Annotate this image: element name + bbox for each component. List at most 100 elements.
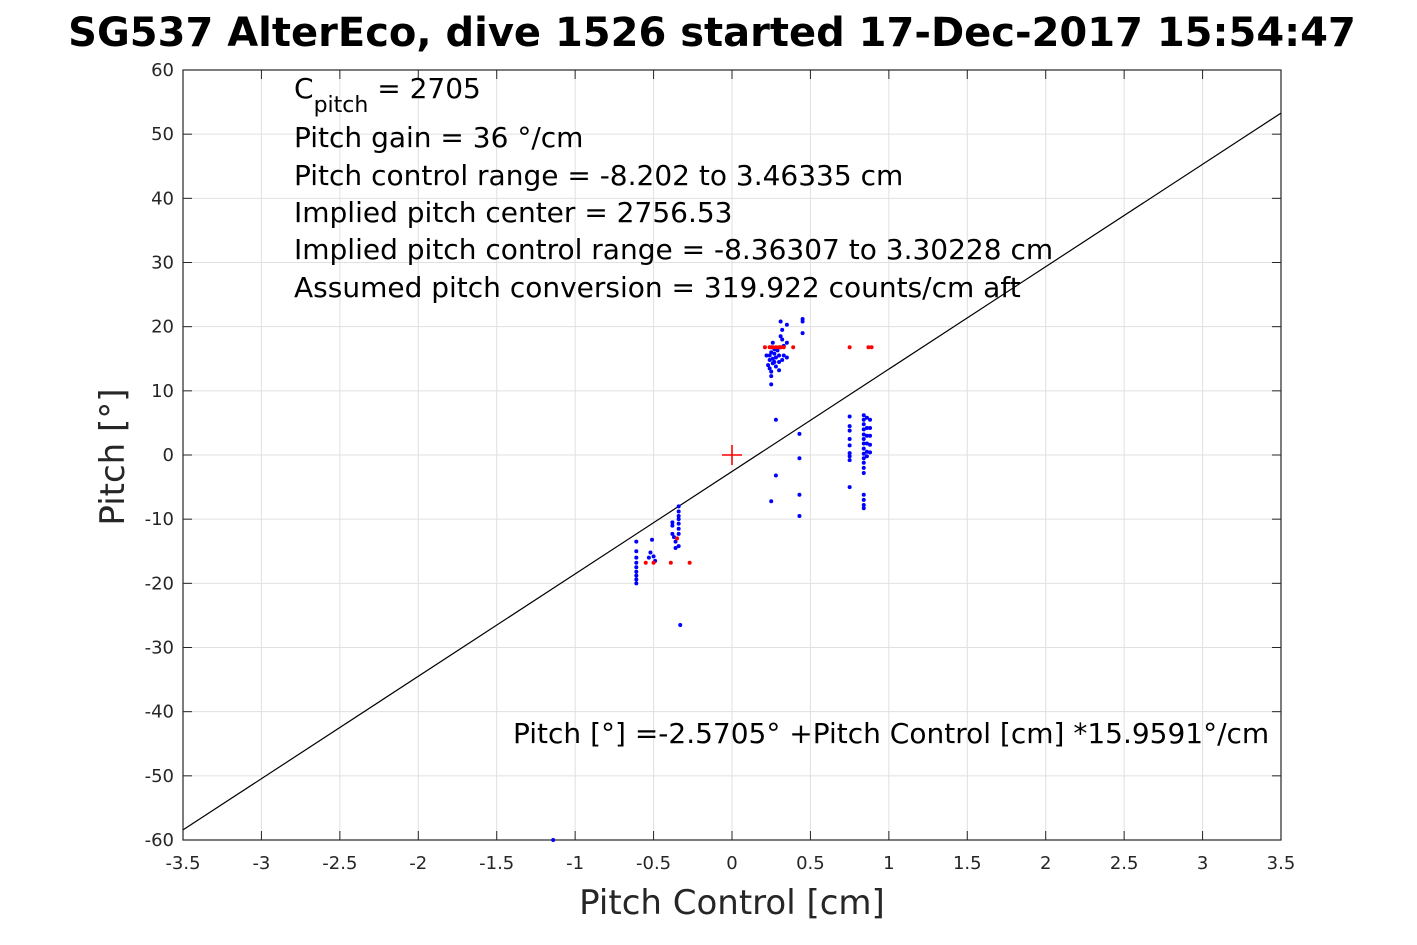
data-point-blue (773, 473, 778, 478)
x-tick-label: -3 (252, 853, 270, 874)
data-point-blue (797, 492, 802, 497)
data-point-blue (670, 520, 675, 525)
data-point-blue (767, 366, 772, 371)
data-point-blue (861, 460, 866, 465)
data-point-blue (634, 569, 639, 574)
data-point-blue (847, 443, 852, 448)
data-point-blue (778, 334, 783, 339)
x-tick-label: 3 (1197, 853, 1208, 874)
x-axis-ticks: -3.5 -3 -2.5 -2 -1.5 -1 -0.5 0 0.5 1 1.5 2 2.5 3 3.5 (165, 70, 1295, 874)
data-point-blue (800, 331, 805, 336)
c-pitch-value: = 2705 (368, 72, 481, 105)
data-point-blue (864, 415, 869, 420)
x-tick-label: -1.5 (479, 853, 514, 874)
data-point-blue (777, 353, 782, 358)
data-point-blue (861, 413, 866, 418)
y-tick-label: 60 (151, 60, 174, 81)
data-point-blue (671, 535, 676, 540)
y-tick-label: -10 (145, 509, 174, 530)
center-plus-marker (722, 445, 742, 465)
data-point-blue (868, 417, 873, 422)
data-point-blue (634, 539, 639, 544)
data-point-red (770, 345, 775, 350)
data-point-blue (676, 544, 681, 549)
data-point-blue (769, 499, 774, 504)
annotation-line: Pitch gain = 36 °/cm (294, 121, 583, 154)
data-point-blue (781, 353, 786, 358)
fit-equation: Pitch [°] =-2.5705° +Pitch Control [cm] … (513, 717, 1269, 750)
data-point-blue (648, 550, 653, 555)
data-point-blue (772, 351, 777, 356)
data-point-blue (634, 573, 639, 578)
data-point-blue (780, 337, 785, 342)
data-point-blue (864, 433, 869, 438)
c-pitch-symbol: C (294, 72, 314, 105)
data-point-blue (634, 560, 639, 565)
data-point-blue (772, 359, 777, 364)
data-point-red (651, 560, 656, 565)
data-point-blue (784, 340, 789, 345)
data-point-blue (764, 353, 769, 358)
data-point-blue (634, 549, 639, 554)
data-point-red (778, 345, 783, 350)
y-tick-label: -20 (145, 573, 174, 594)
data-point-blue (676, 509, 681, 514)
data-point-blue (676, 513, 681, 518)
data-point-red (687, 560, 692, 565)
data-point-red (773, 345, 778, 350)
data-point-blue (773, 364, 778, 369)
x-tick-label: 1.5 (953, 853, 982, 874)
data-point-blue (770, 340, 775, 345)
data-point-blue (769, 374, 774, 379)
data-point-blue (634, 555, 639, 560)
data-point-red (675, 536, 680, 541)
data-point-blue (678, 623, 683, 628)
y-tick-label: 40 (151, 188, 174, 209)
y-tick-label: 0 (163, 445, 174, 466)
data-point-blue (670, 523, 675, 528)
data-point-red (869, 345, 874, 350)
y-tick-label: -40 (145, 702, 174, 723)
data-point-blue (864, 441, 869, 446)
data-point-blue (676, 517, 681, 522)
data-point-blue (868, 442, 873, 447)
data-point-blue (777, 359, 782, 364)
y-axis-label: Pitch [°] (93, 388, 133, 525)
y-tick-label: 10 (151, 381, 174, 402)
x-tick-label: -0.5 (636, 853, 671, 874)
data-point-blue (861, 503, 866, 508)
x-tick-label: 0.5 (796, 853, 825, 874)
data-point-blue (861, 465, 866, 470)
data-point-blue (861, 427, 866, 432)
data-point-red (847, 345, 852, 350)
data-point-blue (847, 454, 852, 459)
data-point-blue (847, 414, 852, 419)
c-pitch-annotation: Cpitch = 2705 (294, 72, 481, 118)
data-point-blue (769, 369, 774, 374)
data-point-blue (861, 446, 866, 451)
data-point-blue (868, 450, 873, 455)
fit-line-layer (182, 112, 1282, 831)
data-point-blue (673, 546, 678, 551)
data-point-blue (861, 451, 866, 456)
data-point-blue (650, 537, 655, 542)
data-point-blue (861, 441, 866, 446)
data-point-blue (861, 470, 866, 475)
data-point-blue (861, 506, 866, 511)
data-point-blue (797, 513, 802, 518)
data-point-blue (634, 577, 639, 582)
data-point-blue (861, 497, 866, 502)
x-tick-label: -2.5 (322, 853, 357, 874)
data-point-blue (773, 355, 778, 360)
y-tick-label: 20 (151, 317, 174, 338)
y-axis-ticks: -60 -50 -40 -30 -20 -10 0 10 20 30 40 50 60 (145, 60, 1281, 851)
data-point-blue (676, 521, 681, 526)
data-point-blue (673, 539, 678, 544)
data-point-blue (778, 319, 783, 324)
marker-layer (722, 445, 742, 465)
data-point-blue (864, 426, 869, 431)
data-point-blue (861, 492, 866, 497)
chart-title: SG537 AlterEco, dive 1526 started 17-Dec… (68, 10, 1356, 56)
data-point-blue (797, 431, 802, 436)
